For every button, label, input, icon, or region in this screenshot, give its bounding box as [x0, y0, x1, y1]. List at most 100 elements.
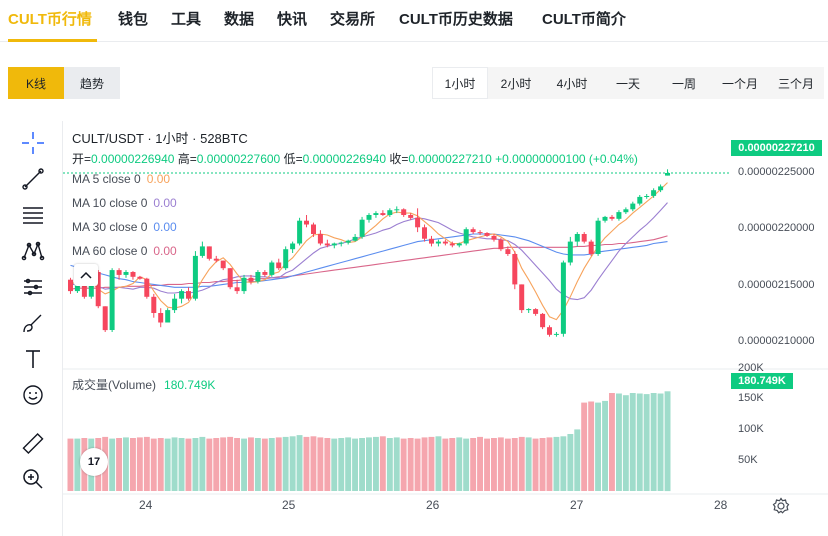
volume-bar — [657, 393, 664, 491]
candle-body — [553, 333, 559, 335]
candle-body — [609, 216, 615, 219]
high-label: 高= — [177, 152, 197, 166]
zoom-in-icon[interactable] — [20, 466, 46, 492]
volume-bar — [386, 438, 393, 491]
nav-tab-news[interactable]: 快讯 — [277, 11, 308, 28]
candle-body — [581, 234, 587, 242]
candle-body — [463, 229, 469, 244]
date-axis-label: 25 — [282, 498, 296, 512]
volume-bar — [497, 437, 504, 491]
kline-button[interactable]: K线 — [8, 67, 64, 99]
ma10-label: MA 10 close 0 — [72, 196, 148, 210]
candle-body — [68, 279, 73, 292]
nav-tab-cult-market[interactable]: CULT币行情 — [8, 11, 92, 28]
interval-selector: 1小时 2小时 4小时 一天 一周 一个月 三个月 — [432, 67, 824, 99]
candle-body — [526, 309, 532, 311]
nav-tab-exchanges[interactable]: 交易所 — [330, 11, 376, 28]
candle-body — [262, 272, 268, 275]
low-value: 0.00000226940 — [302, 152, 386, 166]
interval-1h[interactable]: 1小时 — [432, 67, 488, 99]
volume-bar — [463, 438, 470, 491]
candlestick-chart[interactable] — [63, 121, 828, 536]
nav-tab-history[interactable]: CULT币历史数据 — [399, 11, 513, 28]
nav-tab-wallet[interactable]: 钱包 — [118, 11, 149, 28]
close-value: 0.00000227210 — [408, 152, 492, 166]
volume-bar — [359, 438, 365, 491]
projection-icon[interactable] — [20, 274, 46, 300]
volume-bar — [130, 438, 136, 491]
candle-body — [408, 215, 414, 218]
ma10-legend[interactable]: MA 10 close 0 0.00 — [72, 196, 177, 210]
chevron-up-icon — [80, 271, 92, 279]
volume-bar — [289, 436, 296, 491]
volume-bar — [588, 401, 595, 491]
volume-bar — [282, 436, 289, 491]
volume-bar — [511, 438, 518, 491]
candle-body — [595, 220, 601, 254]
trend-button[interactable]: 趋势 — [64, 67, 120, 99]
volume-bar — [178, 438, 185, 491]
candle-body — [179, 291, 185, 299]
candle-body — [290, 243, 296, 250]
settings-gear-icon[interactable] — [772, 497, 790, 515]
candle-body — [644, 196, 650, 197]
price-axis-label: 0.00000220000 — [738, 222, 815, 234]
interval-1d[interactable]: 一天 — [615, 76, 640, 91]
pattern-icon[interactable] — [20, 238, 46, 264]
crosshair-icon[interactable] — [20, 130, 46, 156]
ruler-icon[interactable] — [20, 430, 46, 456]
date-axis-label: 28 — [714, 498, 728, 512]
candle-body — [186, 291, 191, 299]
volume-bar — [317, 437, 324, 491]
tradingview-logo[interactable]: 17 — [80, 448, 108, 476]
nav-tab-intro[interactable]: CULT币简介 — [542, 11, 626, 28]
price-axis-label: 0.00000210000 — [738, 335, 815, 347]
nav-tab-tools[interactable]: 工具 — [171, 11, 202, 28]
candle-body — [199, 246, 205, 256]
volume-axis-label: 100K — [738, 423, 764, 435]
candle-body — [359, 219, 365, 237]
chart-panel[interactable] — [62, 121, 828, 536]
volume-axis-label: 50K — [738, 454, 758, 466]
volume-bar — [164, 438, 171, 491]
interval-4h[interactable]: 4小时 — [556, 76, 588, 91]
ma5-value: 0.00 — [146, 172, 171, 186]
volume-bar — [67, 438, 74, 491]
interval-1w[interactable]: 一周 — [671, 76, 696, 91]
interval-2h[interactable]: 2小时 — [500, 76, 532, 91]
volume-bar — [636, 393, 643, 491]
volume-bar — [199, 436, 206, 491]
volume-bar — [525, 437, 532, 491]
text-icon[interactable] — [20, 346, 46, 372]
fib-icon[interactable] — [20, 202, 46, 228]
candle-body — [345, 240, 351, 243]
nav-tab-data[interactable]: 数据 — [224, 11, 255, 28]
interval-1mo[interactable]: 一个月 — [721, 76, 758, 91]
emoji-icon[interactable] — [20, 382, 46, 408]
volume-bar — [143, 436, 150, 491]
candle-body — [637, 196, 643, 204]
candle-body — [380, 213, 386, 215]
candle-body — [491, 235, 497, 240]
trendline-icon[interactable] — [20, 166, 46, 192]
ma60-legend[interactable]: MA 60 close 0 0.00 — [72, 244, 177, 258]
ma10-value: 0.00 — [153, 196, 177, 210]
ma30-legend[interactable]: MA 30 close 0 0.00 — [72, 220, 177, 234]
volume-bar — [393, 437, 400, 491]
volume-bar — [442, 438, 449, 491]
candle-body — [192, 255, 198, 299]
collapse-legend-button[interactable] — [74, 264, 98, 286]
volume-value: 180.749K — [164, 378, 216, 392]
brush-icon[interactable] — [20, 310, 46, 336]
volume-bar — [206, 438, 213, 491]
volume-legend: 成交量(Volume) 180.749K — [72, 376, 215, 393]
ma5-legend[interactable]: MA 5 close 0 0.00 — [72, 172, 170, 186]
volume-bar — [310, 436, 317, 491]
volume-bar — [261, 438, 268, 491]
candle-body — [151, 296, 157, 313]
low-label: 低= — [283, 152, 303, 166]
volume-axis-label: 200K — [738, 362, 764, 374]
candle-body — [505, 249, 511, 254]
interval-3mo[interactable]: 三个月 — [777, 76, 814, 91]
candle-body — [276, 262, 282, 269]
